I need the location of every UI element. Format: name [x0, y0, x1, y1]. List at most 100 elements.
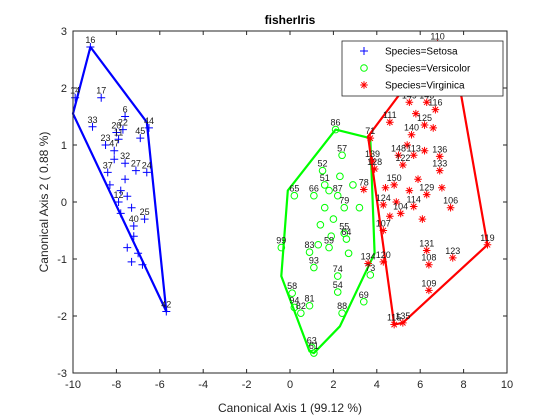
- x-tick-label: -4: [198, 379, 208, 391]
- versicolor-point-label: 59: [324, 236, 334, 246]
- versicolor-point-label: 93: [309, 256, 319, 266]
- y-tick-label: -1: [57, 254, 67, 266]
- x-tick-label: -6: [155, 379, 165, 391]
- setosa-point-label: 14: [70, 86, 80, 96]
- versicolor-point-label: 82: [296, 301, 306, 311]
- virginica-point-label: 133: [432, 159, 447, 169]
- virginica-point-label: 129: [419, 183, 434, 193]
- virginica-point-label: 104: [393, 201, 408, 211]
- x-tick-label: 6: [417, 379, 423, 391]
- setosa-point-label: 27: [131, 159, 141, 169]
- virginica-point-label: 109: [421, 278, 436, 288]
- setosa-point-label: 37: [103, 160, 113, 170]
- setosa-point-label: 11: [114, 127, 123, 137]
- versicolor-point-label: 64: [341, 227, 351, 237]
- x-tick-label: 8: [461, 379, 467, 391]
- virginica-point-label: 128: [367, 157, 382, 167]
- virginica-point-label: 135: [395, 311, 410, 321]
- legend-label-virginica: Species=Virginica: [385, 81, 465, 92]
- versicolor-point-label: 79: [339, 196, 349, 206]
- virginica-point-label: 150: [387, 173, 402, 183]
- y-tick-label: 3: [61, 26, 67, 38]
- setosa-point-label: 12: [114, 190, 124, 200]
- x-tick-label: 10: [501, 379, 513, 391]
- virginica-point-label: 113: [407, 143, 421, 153]
- virginica-point-label: 71: [365, 126, 375, 136]
- virginica-point: [406, 187, 414, 195]
- virginica-point-label: 116: [428, 98, 442, 108]
- x-tick-label: -10: [65, 379, 81, 391]
- setosa-point-label: 17: [96, 86, 106, 96]
- y-tick-label: 0: [61, 197, 67, 209]
- versicolor-point-label: 83: [305, 240, 315, 250]
- legend-label-setosa: Species=Setosa: [385, 47, 458, 58]
- chart-title: fisherIris: [265, 13, 316, 27]
- virginica-point: [438, 184, 446, 192]
- legend: Species=Setosa Species=Versicolor Species=…: [342, 41, 503, 96]
- virginica-point-label: 119: [480, 233, 494, 243]
- setosa-point-label: 25: [140, 207, 150, 217]
- virginica-point-label: 78: [359, 177, 369, 187]
- setosa-point-label: 33: [88, 115, 98, 125]
- x-axis-label: Canonical Axis 1 (99.12 %): [218, 401, 362, 415]
- virginica-point-label: 107: [376, 219, 391, 229]
- y-tick-label: -3: [57, 368, 67, 380]
- virginica-point: [419, 215, 427, 223]
- versicolor-point-label: 58: [287, 281, 297, 291]
- versicolor-point-label: 65: [289, 184, 299, 194]
- versicolor-point-label: 87: [333, 184, 343, 194]
- versicolor-point-label: 74: [333, 264, 343, 274]
- x-tick-label: 2: [330, 379, 336, 391]
- virginica-point-label: 114: [407, 195, 421, 205]
- virginica-point-label: 106: [443, 196, 458, 206]
- versicolor-point-label: 52: [318, 159, 328, 169]
- x-tick-label: 0: [287, 379, 293, 391]
- setosa-point-label: 44: [144, 116, 154, 126]
- virginica-point: [421, 147, 429, 155]
- setosa-point-label: 45: [135, 126, 145, 136]
- versicolor-point-label: 86: [331, 118, 341, 128]
- versicolor-point-label: 57: [337, 143, 347, 153]
- virginica-point-label: 124: [376, 193, 391, 203]
- setosa-point-label: 32: [120, 151, 130, 161]
- versicolor-point-label: 99: [276, 236, 286, 246]
- virginica-point-label: 148: [391, 143, 406, 153]
- versicolor-point-label: 54: [333, 280, 343, 290]
- virginica-point-label: 122: [395, 153, 410, 163]
- virginica-point-label: 110: [430, 32, 444, 42]
- virginica-point-label: 123: [445, 246, 460, 256]
- setosa-point-label: 6: [123, 105, 128, 115]
- virginica-point: [429, 124, 437, 132]
- legend-label-versicolor: Species=Versicolor: [385, 64, 471, 75]
- virginica-point-label: 120: [376, 250, 391, 260]
- versicolor-point-label: 51: [320, 173, 330, 183]
- virginica-point-label: 108: [421, 253, 436, 263]
- legend-marker-virginica: [360, 81, 368, 89]
- setosa-point-label: 47: [109, 139, 119, 149]
- setosa-point-label: 24: [142, 160, 152, 170]
- y-tick-label: 1: [61, 140, 67, 152]
- versicolor-point-label: 73: [365, 263, 375, 273]
- versicolor-point-label: 88: [337, 301, 347, 311]
- virginica-point-label: 131: [419, 238, 434, 248]
- y-axis-label: Canonical Axis 2 ( 0.88 %): [37, 132, 51, 273]
- virginica-point-label: 134: [361, 252, 376, 262]
- versicolor-point-label: 66: [309, 184, 319, 194]
- setosa-point-label: 16: [85, 35, 95, 45]
- versicolor-point-label: 81: [305, 294, 315, 304]
- x-tick-label: -8: [112, 379, 122, 391]
- virginica-point-label: 125: [417, 113, 432, 123]
- virginica-point: [382, 184, 390, 192]
- versicolor-point-label: 69: [359, 290, 369, 300]
- y-tick-label: -2: [57, 311, 67, 323]
- y-tick-label: 2: [61, 83, 67, 95]
- virginica-point-label: 111: [383, 110, 397, 120]
- setosa-point-label: 42: [161, 299, 171, 309]
- x-tick-label: -2: [242, 379, 252, 391]
- virginica-point-label: 140: [404, 123, 419, 133]
- virginica-point-label: 136: [432, 144, 447, 154]
- versicolor-point-label: 61: [309, 341, 319, 351]
- setosa-point-label: 40: [129, 214, 139, 224]
- x-tick-label: 4: [374, 379, 380, 391]
